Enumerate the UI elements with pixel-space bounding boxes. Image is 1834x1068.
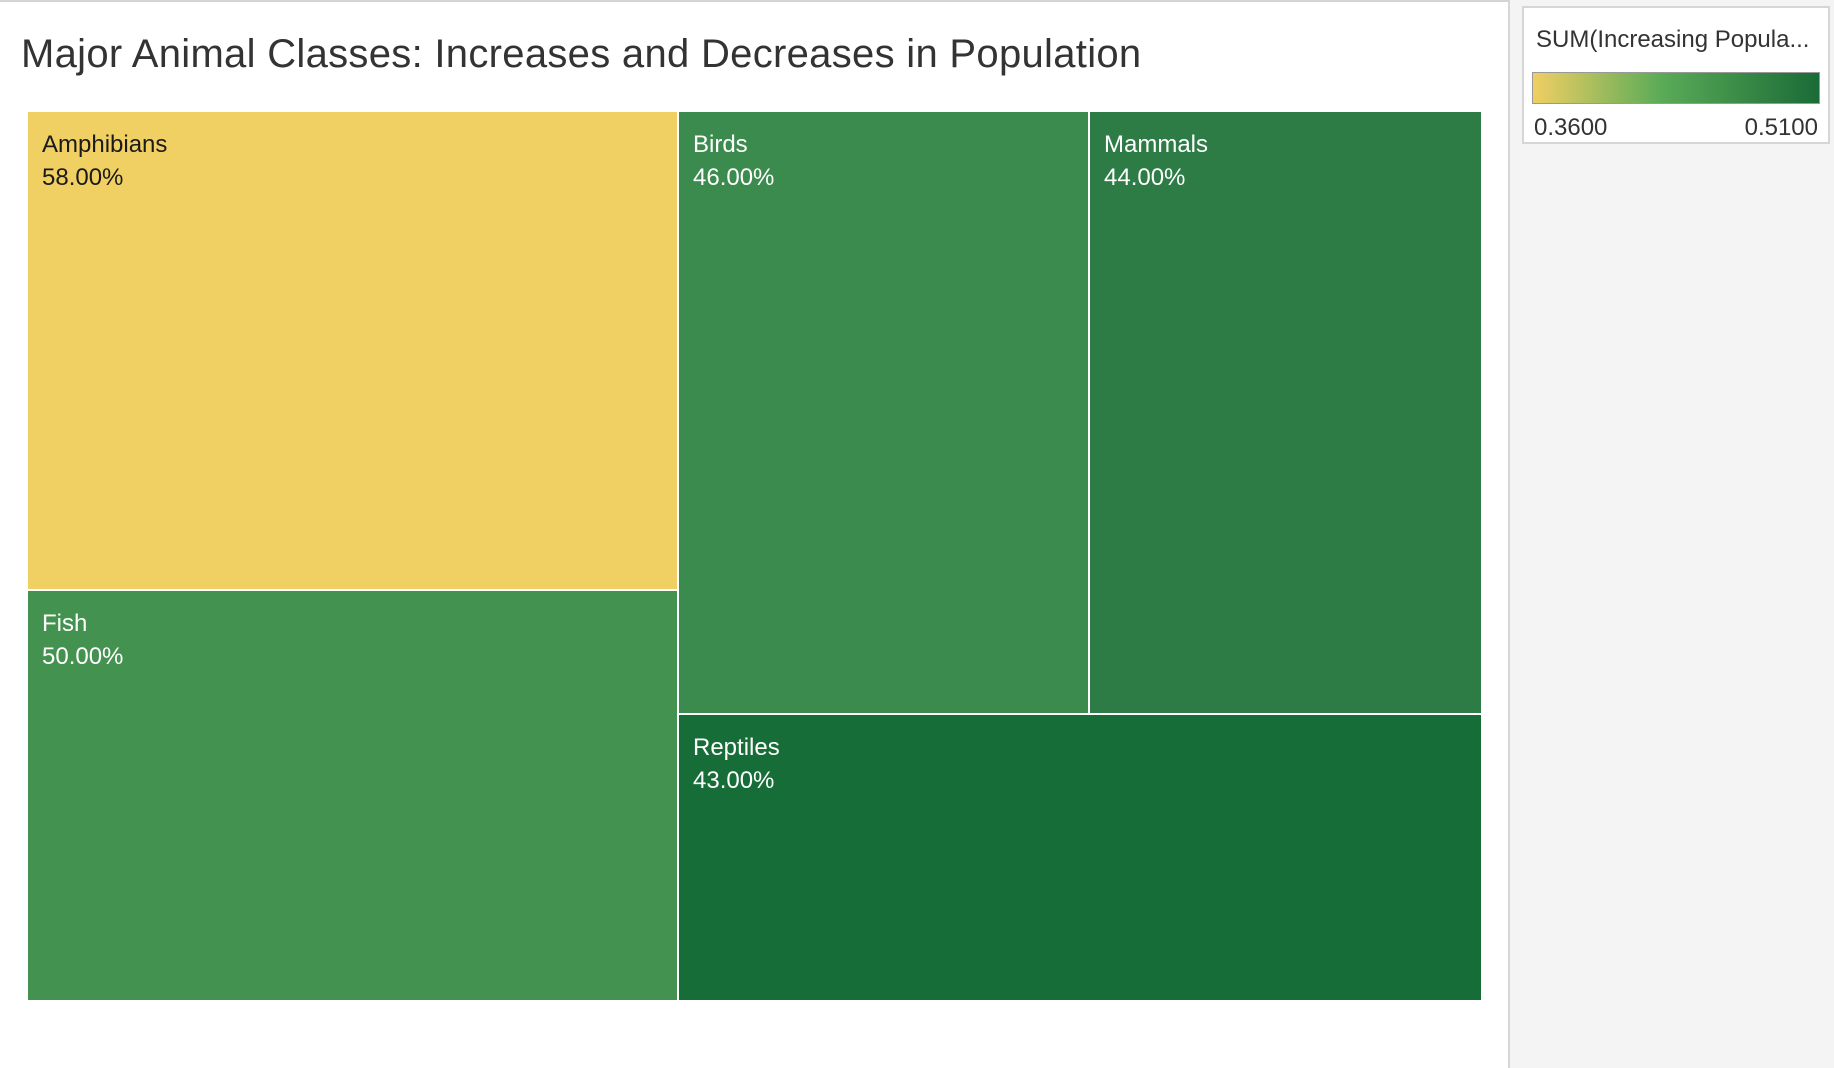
legend-min-label: 0.3600: [1534, 114, 1608, 141]
tile-value-label: 44.00%: [1104, 164, 1186, 191]
tile-label: Mammals 44.00%: [1104, 128, 1208, 194]
treemap: Amphibians 58.00% Fish 50.00% Birds 46.00% Mam…: [28, 112, 1483, 1002]
tile-value-label: 46.00%: [693, 164, 775, 191]
legend-gradient-bar: [1532, 72, 1820, 104]
viz-pane: Major Animal Classes: Increases and Decr…: [0, 0, 1508, 1002]
color-legend[interactable]: SUM(Increasing Popula... 0.3600 0.5100: [1522, 6, 1830, 144]
legend-title: SUM(Increasing Popula...: [1536, 26, 1810, 53]
legend-max-label: 0.5100: [1744, 114, 1818, 141]
tile-value-label: 58.00%: [42, 164, 124, 191]
treemap-tile-reptiles[interactable]: Reptiles 43.00%: [679, 715, 1483, 1002]
tile-label: Fish 50.00%: [42, 607, 123, 673]
tile-label: Reptiles 43.00%: [693, 731, 780, 797]
treemap-tile-amphibians[interactable]: Amphibians 58.00%: [28, 112, 679, 591]
tile-category-label: Reptiles: [693, 734, 780, 761]
tile-label: Birds 46.00%: [693, 128, 774, 194]
tile-value-label: 50.00%: [42, 643, 124, 670]
treemap-tile-birds[interactable]: Birds 46.00%: [679, 112, 1090, 715]
tile-category-label: Amphibians: [42, 131, 168, 158]
treemap-tile-fish[interactable]: Fish 50.00%: [28, 591, 679, 1002]
tile-category-label: Fish: [42, 610, 88, 637]
treemap-tile-mammals[interactable]: Mammals 44.00%: [1090, 112, 1483, 715]
tile-category-label: Mammals: [1104, 131, 1209, 158]
legend-panel: [1508, 0, 1834, 1068]
tile-value-label: 43.00%: [693, 767, 775, 794]
tile-label: Amphibians 58.00%: [42, 128, 167, 194]
tile-category-label: Birds: [693, 131, 748, 158]
chart-title: Major Animal Classes: Increases and Decr…: [21, 32, 1142, 76]
